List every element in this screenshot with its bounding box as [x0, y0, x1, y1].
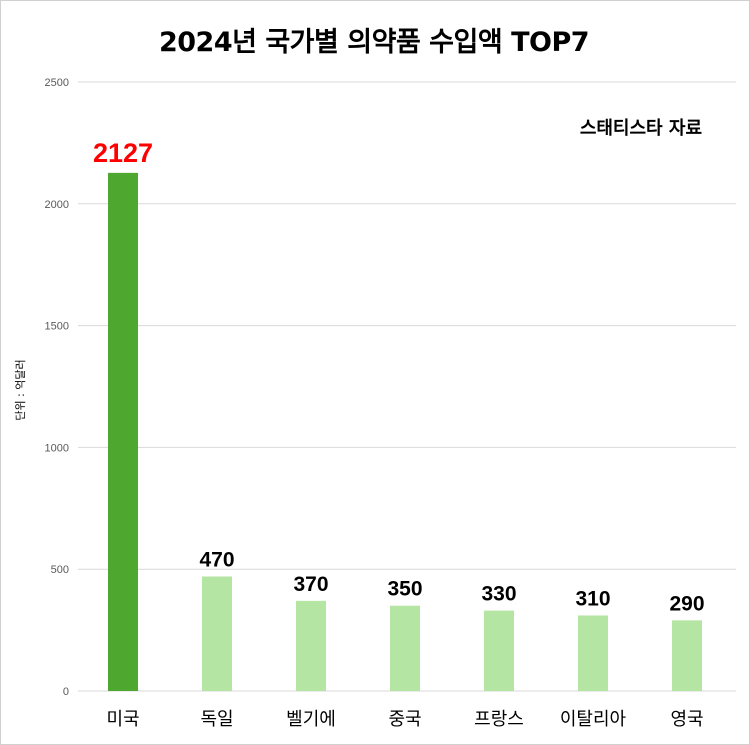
x-tick-label: 프랑스 [474, 709, 524, 730]
y-tick-label: 500 [51, 564, 69, 576]
y-tick-label: 1000 [45, 442, 69, 454]
bar [672, 620, 702, 691]
y-tick-label: 2500 [45, 77, 69, 89]
data-label: 290 [669, 592, 704, 615]
data-label: 2127 [93, 138, 153, 168]
data-label: 370 [293, 573, 328, 596]
bar [390, 605, 420, 691]
y-tick-label: 0 [63, 686, 69, 698]
data-label: 470 [199, 549, 234, 572]
x-tick-label: 미국 [106, 709, 139, 730]
data-label: 330 [481, 583, 516, 606]
bar [202, 576, 232, 691]
data-label: 350 [387, 578, 422, 601]
bar [484, 610, 514, 691]
bar [108, 172, 138, 691]
y-tick-label: 2000 [45, 199, 69, 211]
bar [296, 600, 326, 691]
x-tick-label: 영국 [670, 709, 703, 730]
data-label: 310 [575, 587, 610, 610]
y-tick-label: 1500 [45, 321, 69, 333]
bar [578, 615, 608, 691]
chart-title: 2024년 국가별 의약품 수입액 TOP7 [158, 27, 590, 58]
x-tick-label: 이탈리아 [560, 709, 627, 730]
source-note: 스태티스타 자료 [579, 118, 702, 139]
x-tick-label: 독일 [200, 709, 233, 730]
x-tick-label: 중국 [388, 709, 421, 730]
x-tick-label: 벨기에 [286, 709, 336, 730]
